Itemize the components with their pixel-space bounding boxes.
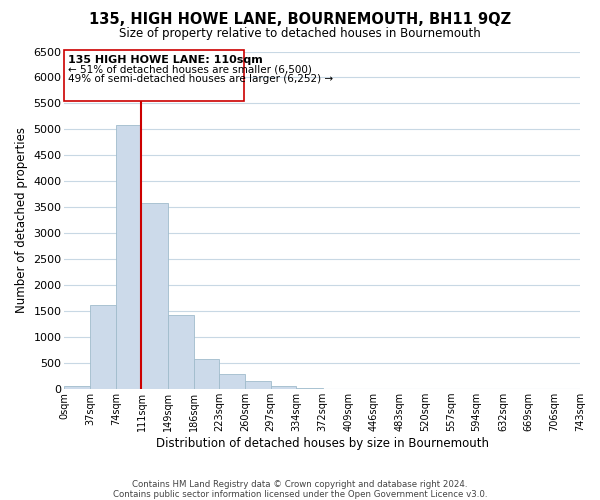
Text: ← 51% of detached houses are smaller (6,500): ← 51% of detached houses are smaller (6,… [68,64,312,74]
Text: Size of property relative to detached houses in Bournemouth: Size of property relative to detached ho… [119,28,481,40]
Text: Contains public sector information licensed under the Open Government Licence v3: Contains public sector information licen… [113,490,487,499]
Bar [116,126,142,389]
Bar [194,359,219,389]
Bar [296,388,323,389]
Bar [219,374,245,389]
Text: 135 HIGH HOWE LANE: 110sqm: 135 HIGH HOWE LANE: 110sqm [68,55,263,65]
Bar [168,316,194,389]
Text: 49% of semi-detached houses are larger (6,252) →: 49% of semi-detached houses are larger (… [68,74,333,85]
X-axis label: Distribution of detached houses by size in Bournemouth: Distribution of detached houses by size … [156,437,489,450]
FancyBboxPatch shape [64,50,244,102]
Text: Contains HM Land Registry data © Crown copyright and database right 2024.: Contains HM Land Registry data © Crown c… [132,480,468,489]
Bar [90,305,116,389]
Text: 135, HIGH HOWE LANE, BOURNEMOUTH, BH11 9QZ: 135, HIGH HOWE LANE, BOURNEMOUTH, BH11 9… [89,12,511,28]
Bar [142,203,168,389]
Bar [271,386,296,389]
Bar [64,386,90,389]
Bar [245,382,271,389]
Y-axis label: Number of detached properties: Number of detached properties [15,128,28,314]
